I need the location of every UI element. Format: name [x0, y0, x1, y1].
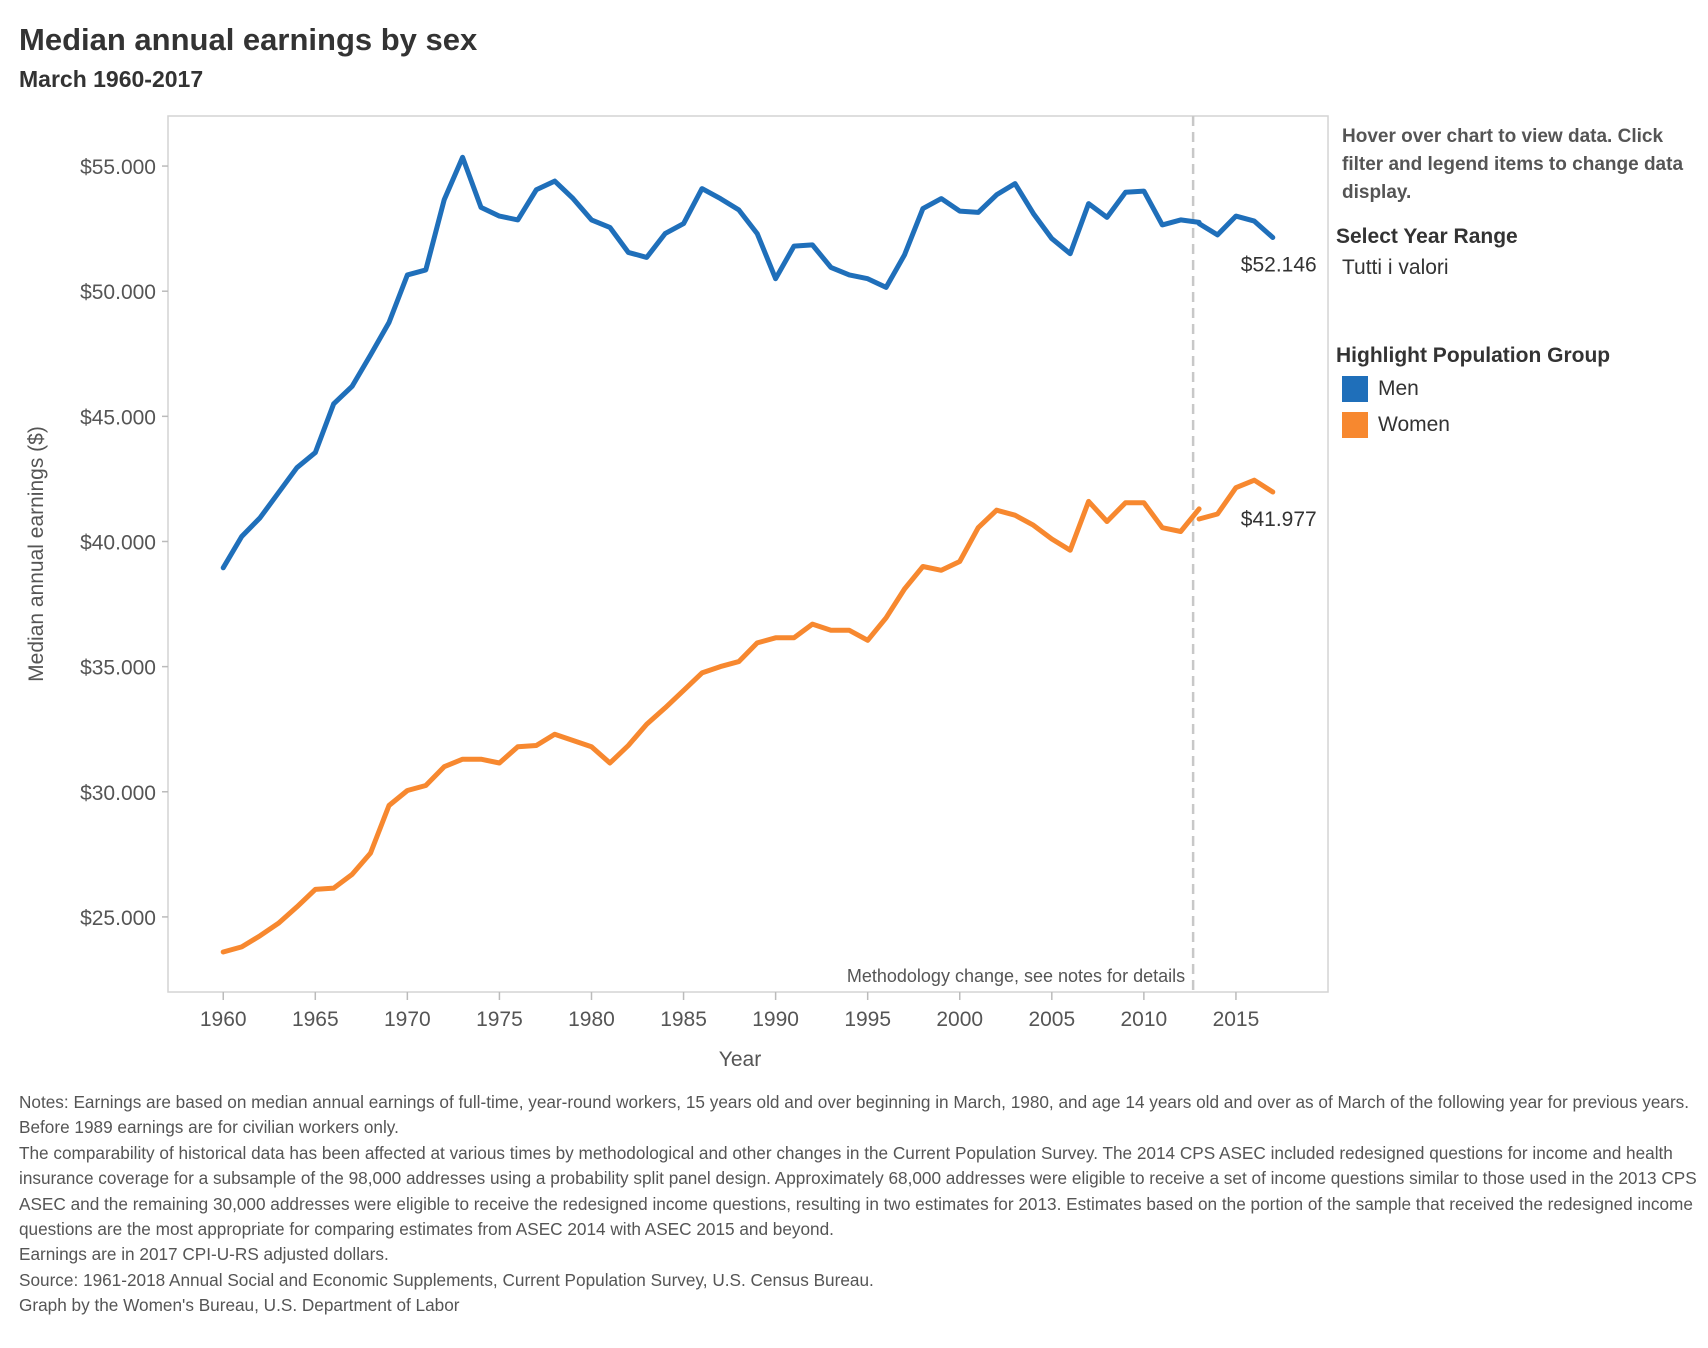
series-line-men-2 — [1196, 213, 1276, 240]
chart-title: Median annual earnings by sex — [19, 22, 478, 57]
x-tick-label: 2015 — [1213, 1008, 1260, 1031]
y-axis-label: Median annual earnings ($) — [25, 426, 48, 682]
line-chart[interactable]: $25.000 $30.000 $35.000 $40.000 $45.000 $50.0… — [0, 0, 1330, 1080]
x-tick-label: 1975 — [476, 1008, 523, 1031]
series-line-men-1 — [220, 154, 1202, 571]
legend-item-women[interactable]: Women — [1342, 410, 1450, 440]
note-credit: Graph by the Women's Bureau, U.S. Depart… — [19, 1295, 460, 1316]
legend-label-women: Women — [1378, 413, 1450, 436]
series-line-women-1 — [220, 498, 1202, 955]
legend-item-men[interactable]: Men — [1342, 374, 1419, 404]
x-tick-label: 1980 — [568, 1008, 615, 1031]
y-tick-label: $50.000 — [80, 281, 156, 304]
x-tick-label: 2010 — [1121, 1008, 1168, 1031]
methodology-change-annotation: Methodology change, see notes for detail… — [847, 966, 1185, 986]
x-tick-label: 1995 — [844, 1008, 891, 1031]
hover-hint: Hover over chart to view data. Click fil… — [1342, 126, 1684, 203]
note-definitions: Notes: Earnings are based on median annu… — [19, 1092, 1690, 1138]
notes-section: Notes: Earnings are based on median annu… — [19, 1090, 1699, 1319]
note-dollars: Earnings are in 2017 CPI-U-RS adjusted d… — [19, 1244, 389, 1265]
legend-label-men: Men — [1378, 377, 1419, 400]
x-tick-label: 1960 — [200, 1008, 247, 1031]
note-source: Source: 1961-2018 Annual Social and Econ… — [19, 1269, 874, 1290]
x-tick-label: 1990 — [752, 1008, 799, 1031]
year-range-filter[interactable]: Tutti i valori — [1342, 256, 1449, 279]
x-tick-label: 1965 — [292, 1008, 339, 1031]
y-tick-label: $45.000 — [80, 406, 156, 429]
x-tick-label: 1970 — [384, 1008, 431, 1031]
y-tick-label: $40.000 — [80, 531, 156, 554]
series-line-women-2 — [1196, 477, 1276, 522]
end-label-women: $41.977 — [1241, 508, 1317, 531]
highlight-group-title: Highlight Population Group — [1336, 344, 1611, 367]
end-label-men: $52.146 — [1241, 253, 1317, 276]
plot-frame — [167, 115, 1329, 993]
legend-swatch-women — [1342, 412, 1368, 438]
y-tick-label: $25.000 — [80, 907, 156, 930]
legend-swatch-men — [1342, 376, 1368, 402]
note-comparability: The comparability of historical data has… — [19, 1142, 1697, 1240]
x-tick-label: 2000 — [936, 1008, 983, 1031]
y-tick-label: $55.000 — [80, 156, 156, 179]
x-tick-label: 2005 — [1028, 1008, 1075, 1031]
chart-subtitle: March 1960-2017 — [19, 66, 204, 92]
year-range-title: Select Year Range — [1336, 225, 1518, 248]
y-tick-label: $30.000 — [80, 782, 156, 805]
x-tick-label: 1985 — [660, 1008, 707, 1031]
x-axis-label: Year — [719, 1048, 761, 1071]
y-tick-label: $35.000 — [80, 657, 156, 680]
